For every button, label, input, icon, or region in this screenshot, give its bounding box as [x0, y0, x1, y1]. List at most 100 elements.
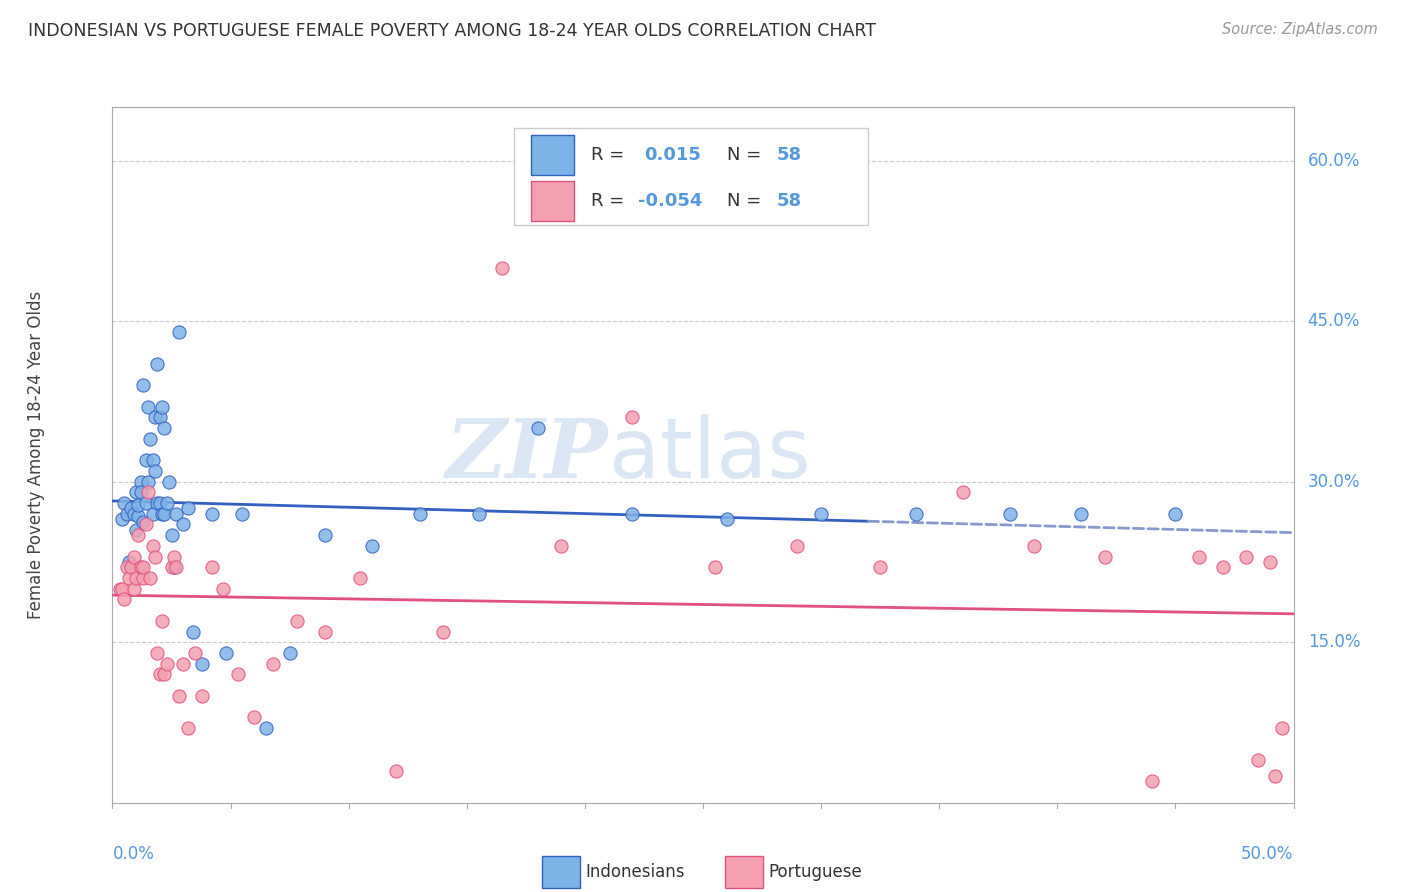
- Point: [254, 721, 277, 735]
- Point: [146, 646, 169, 660]
- Point: [998, 507, 1021, 521]
- Text: 45.0%: 45.0%: [1308, 312, 1360, 330]
- Text: 0.015: 0.015: [644, 146, 700, 164]
- FancyBboxPatch shape: [543, 856, 581, 888]
- Point: [716, 512, 738, 526]
- Point: [150, 614, 173, 628]
- Point: [262, 657, 284, 671]
- Point: [191, 657, 214, 671]
- Point: [167, 325, 190, 339]
- Point: [135, 496, 157, 510]
- Point: [111, 512, 134, 526]
- Point: [172, 517, 194, 532]
- Point: [125, 485, 148, 500]
- Point: [385, 764, 408, 778]
- Point: [1094, 549, 1116, 564]
- Point: [132, 571, 155, 585]
- Point: [163, 549, 186, 564]
- Point: [118, 555, 141, 569]
- Point: [1140, 774, 1163, 789]
- Point: [1022, 539, 1045, 553]
- Text: R =: R =: [591, 192, 630, 210]
- Text: N =: N =: [727, 192, 766, 210]
- Point: [467, 507, 489, 521]
- Point: [184, 646, 207, 660]
- Point: [125, 523, 148, 537]
- Text: 60.0%: 60.0%: [1308, 152, 1360, 169]
- Point: [127, 528, 149, 542]
- Point: [215, 646, 238, 660]
- Point: [952, 485, 974, 500]
- Point: [156, 496, 179, 510]
- Point: [314, 624, 336, 639]
- Point: [153, 507, 176, 521]
- Point: [163, 560, 186, 574]
- Point: [136, 400, 159, 414]
- Point: [132, 516, 155, 530]
- Point: [703, 560, 725, 574]
- Text: 15.0%: 15.0%: [1308, 633, 1360, 651]
- FancyBboxPatch shape: [530, 136, 574, 175]
- Point: [122, 549, 145, 564]
- Text: 0.0%: 0.0%: [112, 845, 155, 863]
- Point: [177, 721, 200, 735]
- Point: [191, 689, 214, 703]
- Point: [408, 507, 430, 521]
- FancyBboxPatch shape: [725, 856, 763, 888]
- Point: [432, 624, 454, 639]
- Point: [122, 582, 145, 596]
- Point: [122, 507, 145, 521]
- Point: [181, 624, 204, 639]
- Point: [177, 501, 200, 516]
- Point: [127, 508, 149, 523]
- Point: [111, 582, 134, 596]
- Point: [139, 432, 162, 446]
- Point: [904, 507, 927, 521]
- Point: [132, 378, 155, 392]
- Text: Portuguese: Portuguese: [768, 863, 862, 881]
- Point: [786, 539, 808, 553]
- Point: [153, 421, 176, 435]
- Point: [112, 496, 135, 510]
- Point: [491, 260, 513, 275]
- Point: [285, 614, 308, 628]
- Text: 58: 58: [776, 146, 801, 164]
- Text: Source: ZipAtlas.com: Source: ZipAtlas.com: [1222, 22, 1378, 37]
- Point: [146, 357, 169, 371]
- Point: [165, 507, 187, 521]
- Point: [172, 657, 194, 671]
- Point: [160, 528, 183, 542]
- Point: [1271, 721, 1294, 735]
- Point: [1234, 549, 1257, 564]
- Point: [149, 410, 172, 425]
- Point: [118, 571, 141, 585]
- Point: [1164, 507, 1187, 521]
- Point: [153, 667, 176, 681]
- Point: [120, 501, 142, 516]
- Point: [550, 539, 572, 553]
- Point: [143, 549, 166, 564]
- Text: 58: 58: [776, 192, 801, 210]
- Point: [136, 475, 159, 489]
- Point: [136, 485, 159, 500]
- Point: [212, 582, 235, 596]
- Point: [526, 421, 548, 435]
- Point: [869, 560, 891, 574]
- Point: [146, 496, 169, 510]
- Point: [135, 517, 157, 532]
- Point: [115, 507, 138, 521]
- Text: 50.0%: 50.0%: [1241, 845, 1294, 863]
- Point: [143, 464, 166, 478]
- Point: [243, 710, 266, 724]
- Text: 30.0%: 30.0%: [1308, 473, 1360, 491]
- Text: -0.054: -0.054: [638, 192, 703, 210]
- Point: [132, 560, 155, 574]
- Point: [201, 507, 224, 521]
- Point: [156, 657, 179, 671]
- Point: [112, 592, 135, 607]
- Point: [149, 496, 172, 510]
- Point: [142, 539, 165, 553]
- Text: INDONESIAN VS PORTUGUESE FEMALE POVERTY AMONG 18-24 YEAR OLDS CORRELATION CHART: INDONESIAN VS PORTUGUESE FEMALE POVERTY …: [28, 22, 876, 40]
- FancyBboxPatch shape: [515, 128, 869, 226]
- Point: [1070, 507, 1092, 521]
